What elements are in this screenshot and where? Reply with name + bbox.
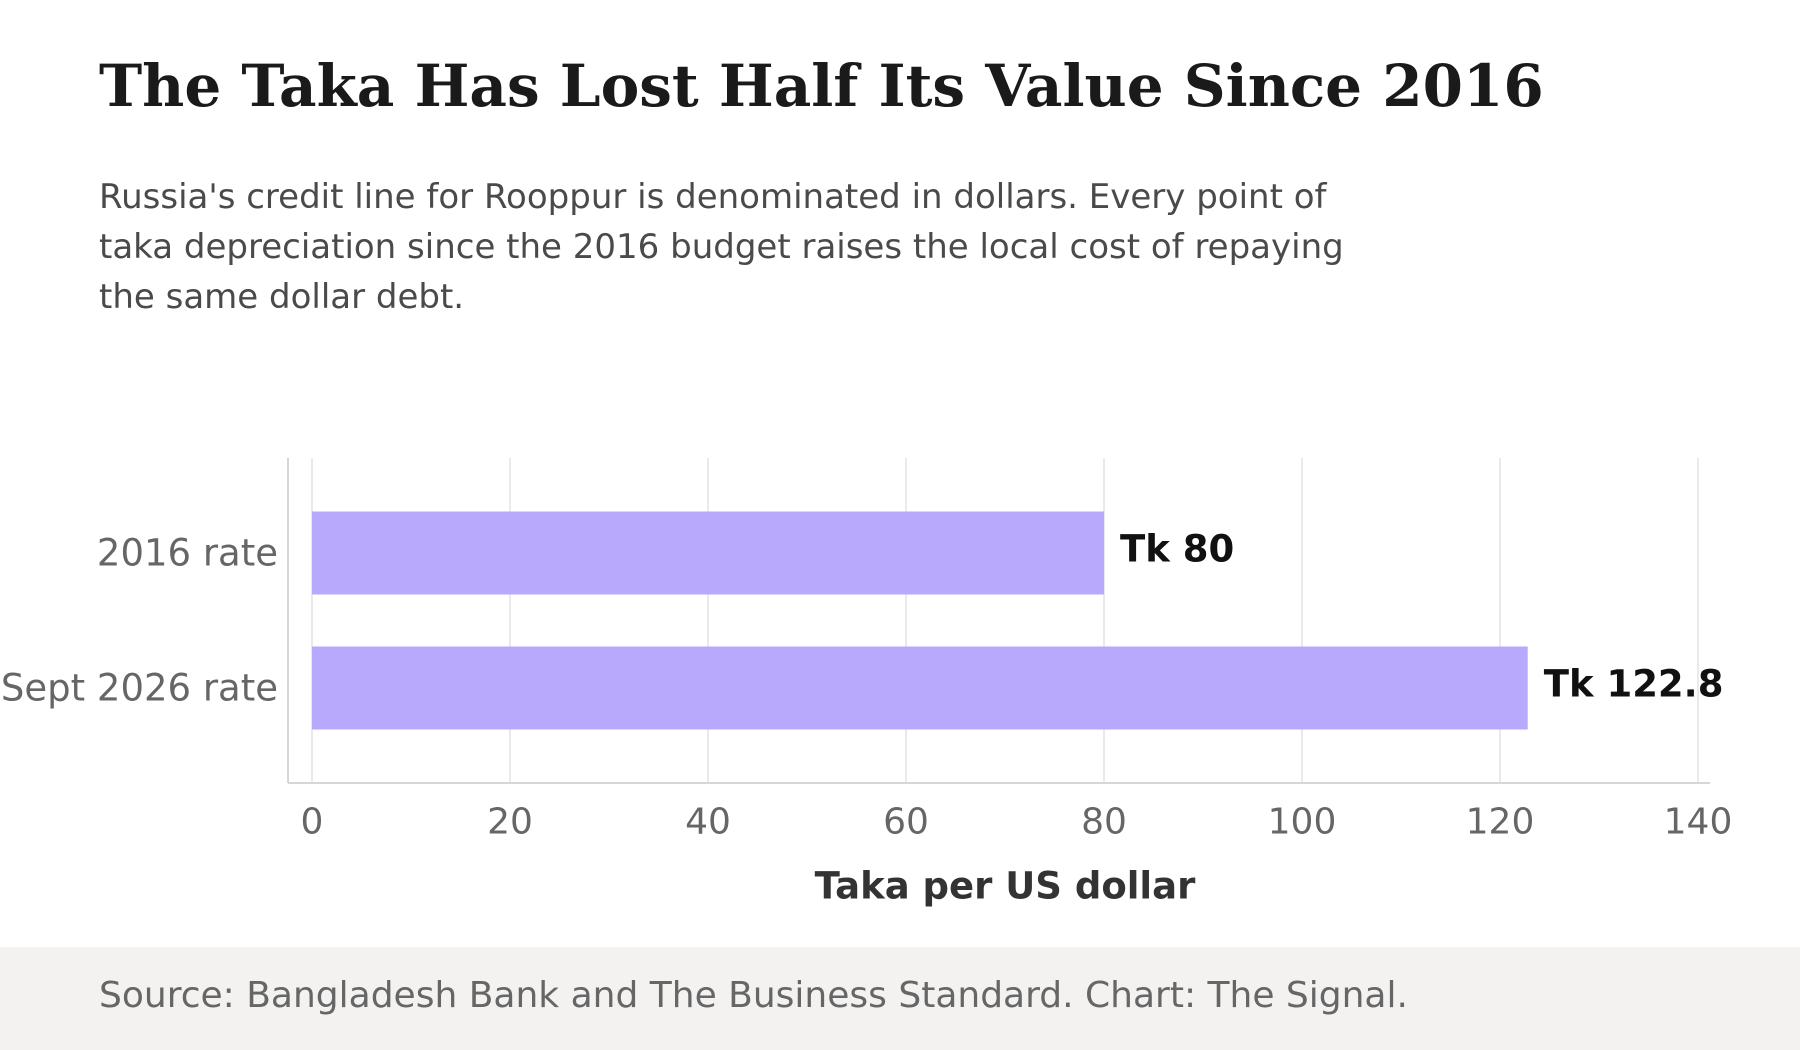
chart-title: The Taka Has Lost Half Its Value Since 2… xyxy=(99,52,1544,120)
x-tick-label: 40 xyxy=(685,802,731,843)
chart-subtitle: Russia's credit line for Rooppur is deno… xyxy=(99,177,1344,317)
category-label: Sept 2026 rate xyxy=(1,667,278,710)
source-footer: Source: Bangladesh Bank and The Business… xyxy=(0,947,1800,1050)
x-tick-label: 80 xyxy=(1081,802,1127,843)
x-tick-label: 100 xyxy=(1268,802,1337,843)
x-tick-label: 20 xyxy=(487,802,533,843)
x-axis-title: Taka per US dollar xyxy=(815,865,1196,908)
x-tick-label: 120 xyxy=(1466,802,1535,843)
category-label: 2016 rate xyxy=(97,532,278,575)
bar xyxy=(312,646,1528,730)
x-tick-label: 140 xyxy=(1664,802,1733,843)
data-label: Tk 80 xyxy=(1120,528,1234,571)
source-note: Source: Bangladesh Bank and The Business… xyxy=(99,975,1408,1016)
data-label: Tk 122.8 xyxy=(1544,663,1724,706)
x-tick-label: 60 xyxy=(883,802,929,843)
x-tick-label: 0 xyxy=(301,802,324,843)
bar-chart: 2016 rate Tk 80 Sept 2026 rate Tk 122.8 0 20 4… xyxy=(1,458,1733,908)
bar xyxy=(312,511,1104,595)
